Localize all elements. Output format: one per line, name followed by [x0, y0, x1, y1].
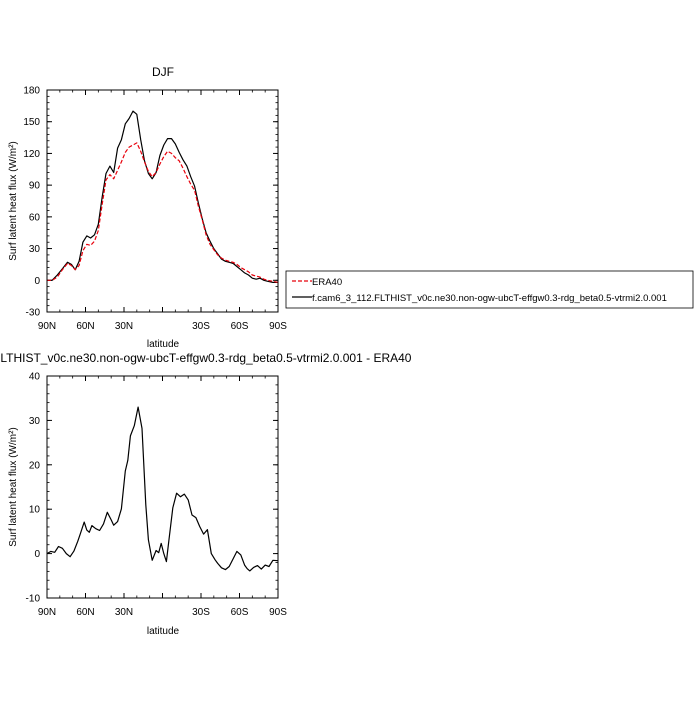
y-tick-label: 150 [23, 117, 40, 128]
x-tick-label: 30S [192, 607, 210, 618]
x-tick-label: 60N [76, 321, 94, 332]
panel-top-x-tick-labels: 90N 60N 30N 30S 60S 90S [38, 321, 287, 332]
x-tick-label: 90N [38, 607, 56, 618]
y-tick-label: -10 [26, 594, 41, 605]
y-tick-label: 0 [34, 276, 40, 287]
series-line-0 [47, 142, 279, 283]
y-tick-label: 120 [23, 149, 40, 160]
x-tick-label: 60S [231, 607, 249, 618]
panel-top-y-axis-label: Surf latent heat flux (W/m²) [8, 141, 19, 260]
panel-bottom-y-tick-labels: -10 0 10 20 30 40 [26, 372, 41, 605]
panel-bottom-y-axis-label: Surf latent heat flux (W/m²) [8, 427, 19, 546]
panel-bottom-ticks [46, 375, 279, 599]
y-tick-label: 40 [29, 372, 41, 383]
panel-bottom-series [46, 406, 279, 572]
y-tick-label: 10 [29, 505, 41, 516]
panel-bottom-x-axis-label: latitude [147, 626, 180, 637]
y-tick-label: 30 [29, 416, 41, 427]
panel-top-ticks [46, 89, 279, 313]
panel-bottom-x-tick-labels: 90N 60N 30N 30S 60S 90S [38, 607, 287, 618]
series-line-0 [46, 406, 279, 572]
x-tick-label: 60N [76, 607, 94, 618]
panel-bottom-plot-frame [46, 375, 279, 599]
y-tick-label: 20 [29, 460, 41, 471]
y-tick-label: 0 [34, 549, 40, 560]
y-tick-label: 30 [29, 244, 41, 255]
legend-label-model: f.cam6_3_112.FLTHIST_v0c.ne30.non-ogw-ub… [312, 293, 667, 304]
y-tick-label: 60 [29, 212, 41, 223]
x-tick-label: 30S [192, 321, 210, 332]
x-tick-label: 90N [38, 321, 56, 332]
y-tick-label: 90 [29, 181, 41, 192]
series-line-1 [47, 110, 278, 283]
panel-top-plot-frame [46, 89, 279, 313]
x-tick-label: 90S [269, 607, 287, 618]
y-tick-label: -30 [26, 308, 41, 319]
legend: ERA40 f.cam6_3_112.FLTHIST_v0c.ne30.non-… [285, 270, 694, 309]
panel-top-x-axis-label: latitude [147, 339, 180, 350]
panel-top-y-tick-labels: -30 0 30 60 90 120 150 180 [23, 86, 40, 319]
panel-top-series [47, 110, 279, 283]
legend-box [285, 270, 694, 309]
x-tick-label: 60S [231, 321, 249, 332]
panel-top-title: DJF [152, 65, 174, 79]
x-tick-label: 90S [269, 321, 287, 332]
panel-bottom: f.cam6_3_112.FLTHIST_v0c.ne30.non-ogw-ub… [0, 351, 412, 637]
legend-label-era40: ERA40 [312, 277, 342, 288]
y-tick-label: 180 [23, 86, 40, 97]
panel-top: DJF 90N 60N 30N 30S 60S 90S -30 0 30 60 … [8, 65, 287, 350]
x-tick-label: 30N [115, 607, 133, 618]
panel-bottom-title: f.cam6_3_112.FLTHIST_v0c.ne30.non-ogw-ub… [0, 351, 412, 365]
x-tick-label: 30N [115, 321, 133, 332]
